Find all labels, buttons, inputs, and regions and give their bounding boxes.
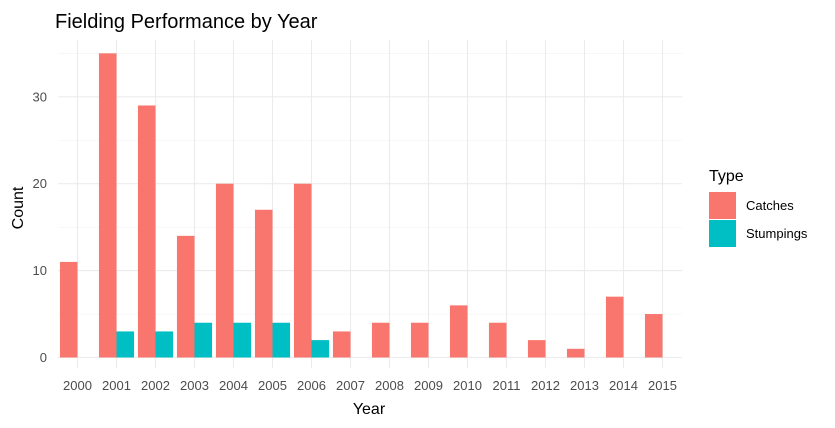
bar-stumpings-2004 — [233, 322, 252, 358]
x-tick-label: 2005 — [258, 378, 287, 393]
bar-catches-2003 — [176, 235, 195, 358]
y-tick-label: 20 — [33, 176, 47, 191]
bar-catches-2007 — [332, 331, 351, 358]
x-axis-ticks: 2000 2001 2002 2003 2004 2005 2006 2007 2008 2009… — [63, 378, 677, 393]
legend-key-catches — [709, 192, 736, 219]
y-tick-label: 0 — [40, 350, 47, 365]
bar-catches-2005 — [254, 209, 273, 358]
bar-catches-2013 — [566, 348, 585, 358]
legend-key-stumpings — [709, 220, 736, 247]
x-tick-label: 2013 — [570, 378, 599, 393]
bar-catches-2009 — [410, 322, 429, 358]
bar-catches-2004 — [215, 183, 234, 358]
y-axis-ticks: 0 10 20 30 — [33, 89, 47, 365]
chart-title: Fielding Performance by Year — [55, 11, 318, 33]
x-tick-label: 2004 — [219, 378, 248, 393]
legend-items: Catches Stumpings — [709, 192, 808, 247]
x-tick-label: 2009 — [414, 378, 443, 393]
bars — [59, 53, 663, 358]
y-tick-label: 10 — [33, 263, 47, 278]
bar-catches-2011 — [488, 322, 507, 358]
x-axis-title: Year — [353, 401, 386, 418]
x-tick-label: 2003 — [180, 378, 209, 393]
bar-stumpings-2003 — [194, 322, 213, 358]
bar-stumpings-2006 — [311, 340, 330, 358]
bar-catches-2001 — [98, 53, 117, 358]
bar-stumpings-2001 — [116, 331, 135, 358]
legend-label-catches: Catches — [746, 198, 794, 213]
x-tick-label: 2002 — [141, 378, 170, 393]
x-tick-label: 2015 — [648, 378, 677, 393]
x-tick-label: 2006 — [297, 378, 326, 393]
x-tick-label: 2011 — [493, 378, 521, 393]
bar-catches-2012 — [527, 340, 546, 358]
bar-catches-2015 — [644, 314, 663, 358]
y-tick-label: 30 — [33, 89, 47, 104]
bar-catches-2006 — [293, 183, 312, 358]
bar-stumpings-2002 — [155, 331, 174, 358]
bar-stumpings-2005 — [272, 322, 291, 358]
legend: Type Catches Stumpings — [709, 168, 808, 247]
x-tick-label: 2000 — [63, 378, 92, 393]
bar-catches-2008 — [371, 322, 390, 358]
x-tick-label: 2007 — [336, 378, 365, 393]
x-tick-label: 2012 — [531, 378, 560, 393]
x-tick-label: 2014 — [609, 378, 638, 393]
bar-catches-2000 — [59, 261, 78, 358]
bar-catches-2010 — [449, 305, 468, 358]
bar-catches-2014 — [605, 296, 624, 358]
x-tick-label: 2001 — [102, 378, 131, 393]
x-tick-label: 2008 — [375, 378, 404, 393]
legend-title: Type — [709, 168, 744, 185]
x-tick-label: 2010 — [453, 378, 482, 393]
y-axis-title: Count — [10, 186, 27, 229]
legend-label-stumpings: Stumpings — [746, 226, 808, 241]
bar-catches-2002 — [137, 105, 156, 358]
